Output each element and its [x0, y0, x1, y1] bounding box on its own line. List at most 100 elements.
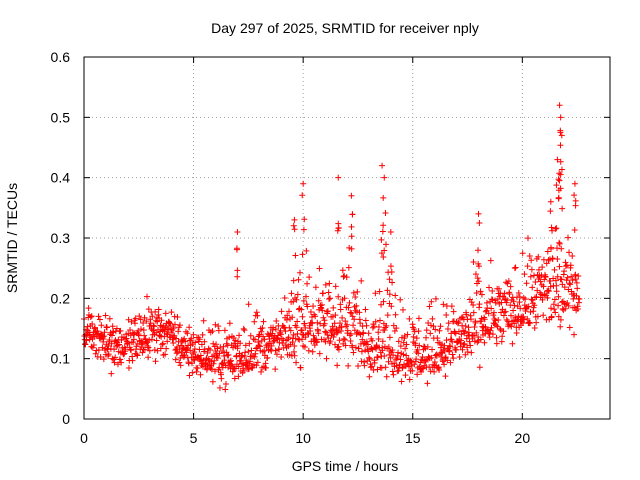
- data-point: [299, 251, 306, 258]
- data-point: [555, 176, 562, 183]
- data-point: [89, 344, 96, 351]
- data-point: [187, 347, 194, 354]
- data-point: [336, 320, 343, 327]
- data-point: [140, 319, 147, 326]
- data-point: [547, 198, 554, 205]
- data-point: [288, 290, 295, 297]
- data-point: [293, 324, 300, 331]
- data-point: [436, 366, 443, 373]
- data-point: [476, 364, 483, 371]
- data-point: [215, 323, 222, 330]
- data-point: [149, 313, 156, 320]
- data-point: [497, 325, 504, 332]
- data-point: [209, 328, 216, 335]
- data-point: [333, 329, 340, 336]
- data-point: [252, 336, 259, 343]
- data-point: [555, 293, 562, 300]
- data-point: [161, 333, 168, 340]
- data-point: [475, 263, 482, 270]
- data-point: [541, 291, 548, 298]
- data-point: [442, 373, 449, 380]
- data-point: [556, 102, 563, 109]
- data-point: [366, 356, 373, 363]
- y-tick-label: 0.6: [51, 49, 71, 65]
- y-tick-label: 0: [62, 411, 70, 427]
- data-point: [263, 344, 270, 351]
- data-point: [291, 342, 298, 349]
- data-point: [472, 271, 479, 278]
- data-point: [312, 284, 319, 291]
- data-point: [473, 290, 480, 297]
- data-point: [381, 174, 388, 181]
- data-point: [290, 298, 297, 305]
- data-point: [557, 171, 564, 178]
- data-point: [447, 359, 454, 366]
- data-point: [188, 335, 195, 342]
- data-point: [507, 283, 514, 290]
- data-point: [519, 250, 526, 257]
- data-point: [105, 351, 112, 358]
- data-point: [152, 358, 159, 365]
- data-point: [464, 349, 471, 356]
- data-point: [299, 192, 306, 199]
- data-point: [542, 274, 549, 281]
- data-point: [236, 332, 243, 339]
- data-point: [554, 156, 561, 163]
- data-point: [146, 337, 153, 344]
- data-point: [291, 216, 298, 223]
- data-point: [321, 320, 328, 327]
- data-point: [128, 347, 135, 354]
- data-point: [453, 346, 460, 353]
- x-tick-label: 10: [295, 430, 311, 446]
- data-point: [440, 301, 447, 308]
- axes: [83, 56, 611, 420]
- data-point: [163, 345, 170, 352]
- data-point: [553, 282, 560, 289]
- data-point: [402, 372, 409, 379]
- data-point: [221, 357, 228, 364]
- data-point: [379, 347, 386, 354]
- data-point: [322, 328, 329, 335]
- data-point: [342, 342, 349, 349]
- data-point: [556, 177, 563, 184]
- data-point: [350, 289, 357, 296]
- data-point: [182, 338, 189, 345]
- data-point: [569, 277, 576, 284]
- data-point: [130, 339, 137, 346]
- data-point: [159, 340, 166, 347]
- data-point: [380, 194, 387, 201]
- data-point: [511, 265, 518, 272]
- data-point: [353, 302, 360, 309]
- data-point: [85, 305, 92, 312]
- data-point: [330, 334, 337, 341]
- data-point: [310, 303, 317, 310]
- data-point: [151, 347, 158, 354]
- data-point: [341, 336, 348, 343]
- data-point: [554, 256, 561, 263]
- data-point: [487, 257, 494, 264]
- data-point: [158, 317, 165, 324]
- data-point: [278, 308, 285, 315]
- data-point: [318, 301, 325, 308]
- data-point: [498, 338, 505, 345]
- data-point: [211, 357, 218, 364]
- data-point: [294, 330, 301, 337]
- data-point: [557, 142, 564, 149]
- data-point: [492, 299, 499, 306]
- data-point: [273, 335, 280, 342]
- data-point: [240, 325, 247, 332]
- data-point: [513, 330, 520, 337]
- data-point: [548, 224, 555, 231]
- data-point: [490, 312, 497, 319]
- data-point: [418, 356, 425, 363]
- data-point: [440, 358, 447, 365]
- data-point: [330, 304, 337, 311]
- data-point: [184, 346, 191, 353]
- data-point: [403, 341, 410, 348]
- data-point: [557, 127, 564, 134]
- data-point: [380, 222, 387, 229]
- data-point: [381, 353, 388, 360]
- data-point: [544, 248, 551, 255]
- data-point: [319, 307, 326, 314]
- data-point: [125, 364, 132, 371]
